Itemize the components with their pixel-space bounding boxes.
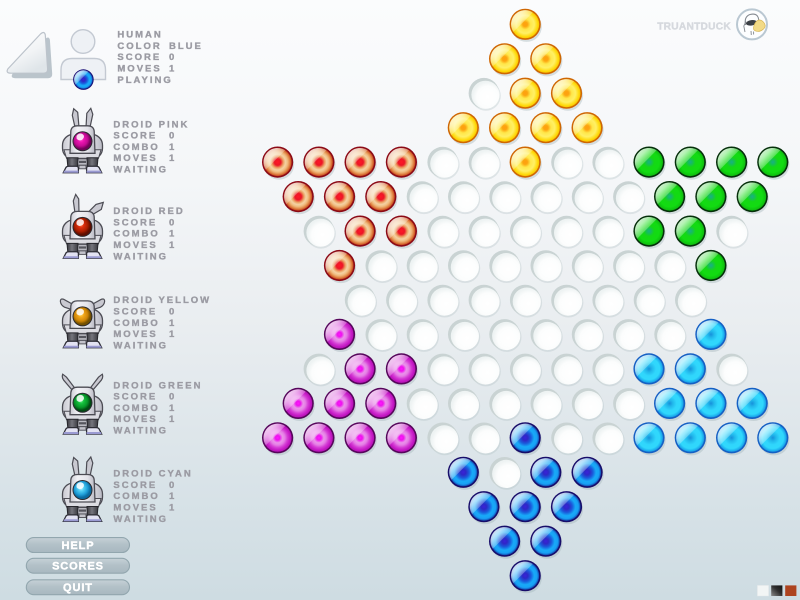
svg-text:MOVES: MOVES [113, 414, 157, 425]
svg-text:SCORE: SCORE [113, 217, 157, 228]
svg-text:DROID GREEN: DROID GREEN [113, 380, 202, 391]
svg-text:BLUE: BLUE [169, 41, 203, 52]
svg-text:PLAYING: PLAYING [117, 75, 172, 86]
svg-text:0: 0 [169, 217, 176, 228]
svg-text:QUIT: QUIT [63, 582, 93, 594]
svg-text:1: 1 [169, 329, 176, 340]
svg-text:0: 0 [169, 392, 176, 403]
svg-text:TRUANTDUCK: TRUANTDUCK [657, 22, 731, 33]
svg-text:1: 1 [169, 491, 176, 502]
svg-text:1: 1 [169, 318, 176, 329]
svg-text:COMBO: COMBO [113, 229, 159, 240]
svg-text:COMBO: COMBO [113, 318, 159, 329]
svg-text:SCORES: SCORES [52, 561, 104, 573]
svg-text:MOVES: MOVES [113, 503, 157, 514]
svg-text:1: 1 [169, 142, 176, 153]
svg-text:HUMAN: HUMAN [117, 30, 162, 41]
svg-text:SCORE: SCORE [113, 307, 157, 318]
svg-text:COMBO: COMBO [113, 403, 159, 414]
svg-text:1: 1 [169, 153, 176, 164]
svg-text:SCORE: SCORE [117, 52, 161, 63]
svg-text:DROID PINK: DROID PINK [113, 119, 189, 130]
svg-text:DROID RED: DROID RED [113, 206, 184, 217]
svg-text:COMBO: COMBO [113, 142, 159, 153]
svg-text:COMBO: COMBO [113, 491, 159, 502]
svg-text:COLOR: COLOR [117, 41, 161, 52]
svg-text:1: 1 [169, 240, 176, 251]
svg-text:WAITING: WAITING [113, 165, 168, 176]
svg-text:SCORE: SCORE [113, 392, 157, 403]
svg-text:1: 1 [169, 64, 176, 75]
svg-text:WAITING: WAITING [113, 251, 168, 262]
svg-text:WAITING: WAITING [113, 340, 168, 351]
svg-text:MOVES: MOVES [113, 329, 157, 340]
svg-text:HELP: HELP [62, 540, 95, 552]
svg-text:DROID YELLOW: DROID YELLOW [113, 295, 211, 306]
svg-text:1: 1 [169, 229, 176, 240]
svg-text:MOVES: MOVES [117, 64, 161, 75]
svg-text:WAITING: WAITING [113, 514, 168, 525]
svg-text:0: 0 [169, 131, 176, 142]
svg-text:0: 0 [169, 307, 176, 318]
svg-text:SCORE: SCORE [113, 131, 157, 142]
svg-text:DROID CYAN: DROID CYAN [113, 469, 192, 480]
svg-text:1: 1 [169, 503, 176, 514]
svg-text:0: 0 [169, 480, 176, 491]
svg-text:WAITING: WAITING [113, 426, 168, 437]
svg-text:MOVES: MOVES [113, 240, 157, 251]
svg-text:0: 0 [169, 52, 176, 63]
svg-text:MOVES: MOVES [113, 153, 157, 164]
svg-text:1: 1 [169, 414, 176, 425]
svg-text:1: 1 [169, 403, 176, 414]
svg-text:SCORE: SCORE [113, 480, 157, 491]
